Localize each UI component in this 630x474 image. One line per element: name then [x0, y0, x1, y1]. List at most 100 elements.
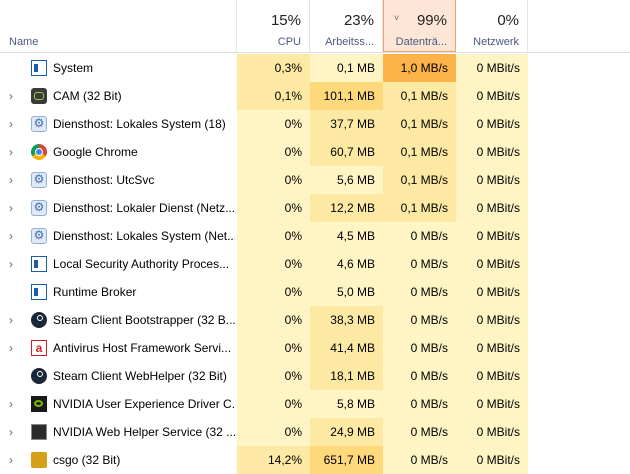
process-row[interactable]: › Google Chrome 0% 60,7 MB 0,1 MB/s 0 MBit/s [0, 138, 630, 166]
column-header-memory[interactable]: 23% Arbeitss... [310, 0, 383, 52]
process-row[interactable]: › NVIDIA User Experience Driver C... 0% 5,8… [0, 390, 630, 418]
network-cell: 0 MBit/s [456, 446, 528, 474]
process-name: Steam Client WebHelper (32 Bit) [53, 369, 227, 383]
system-icon [31, 60, 47, 76]
process-name: Steam Client Bootstrapper (32 B... [53, 313, 235, 327]
memory-cell: 4,6 MB [310, 250, 383, 278]
process-name-cell[interactable]: › ⚙ Diensthost: Lokales System (18) [0, 110, 237, 138]
process-name-cell[interactable]: › Google Chrome [0, 138, 237, 166]
system-icon [31, 256, 47, 272]
cpu-cell: 0% [237, 250, 310, 278]
process-row[interactable]: › Steam Client Bootstrapper (32 B... 0% 38,… [0, 306, 630, 334]
steam-icon [31, 368, 47, 384]
process-name-cell[interactable]: › NVIDIA Web Helper Service (32 ... [0, 418, 237, 446]
process-row[interactable]: › NVIDIA Web Helper Service (32 ... 0% 24,9… [0, 418, 630, 446]
cpu-cell: 0% [237, 334, 310, 362]
process-name: NVIDIA Web Helper Service (32 ... [53, 425, 235, 439]
process-name: Diensthost: UtcSvc [53, 173, 155, 187]
network-cell: 0 MBit/s [456, 418, 528, 446]
process-name-cell[interactable]: › ⚙ Diensthost: UtcSvc [0, 166, 237, 194]
network-cell: 0 MBit/s [456, 362, 528, 390]
process-name-cell[interactable]: › csgo (32 Bit) [0, 446, 237, 474]
expand-chevron-icon[interactable]: › [9, 229, 13, 243]
process-row[interactable]: System 0,3% 0,1 MB 1,0 MB/s 0 MBit/s [0, 54, 630, 82]
sort-descending-icon: ˅ [394, 13, 400, 23]
expand-chevron-icon[interactable]: › [9, 313, 13, 327]
column-header-cpu[interactable]: 15% CPU [237, 0, 310, 52]
column-header-name[interactable]: Name [0, 0, 237, 52]
network-total-percent: 0% [497, 12, 519, 29]
process-name-cell[interactable]: › ⚙ Diensthost: Lokales System (Net... [0, 222, 237, 250]
column-header-network[interactable]: 0% Netzwerk [456, 0, 528, 52]
cpu-cell: 0% [237, 418, 310, 446]
memory-cell: 37,7 MB [310, 110, 383, 138]
process-name: Diensthost: Lokales System (18) [53, 117, 226, 131]
network-cell: 0 MBit/s [456, 278, 528, 306]
process-name: csgo (32 Bit) [53, 453, 121, 467]
process-row[interactable]: › ⚙ Diensthost: UtcSvc 0% 5,6 MB 0,1 MB/s 0 MB… [0, 166, 630, 194]
process-row[interactable]: › csgo (32 Bit) 14,2% 651,7 MB 0 MB/s 0 MBit/… [0, 446, 630, 474]
process-name-cell[interactable]: System [0, 54, 237, 82]
network-cell: 0 MBit/s [456, 250, 528, 278]
expand-chevron-icon[interactable]: › [9, 145, 13, 159]
expand-chevron-icon[interactable]: › [9, 453, 13, 467]
process-name: Antivirus Host Framework Servi... [53, 341, 232, 355]
process-row[interactable]: › a Antivirus Host Framework Servi... 0% 41,… [0, 334, 630, 362]
process-row[interactable]: Runtime Broker 0% 5,0 MB 0 MB/s 0 MBit/s [0, 278, 630, 306]
network-cell: 0 MBit/s [456, 82, 528, 110]
memory-cell: 60,7 MB [310, 138, 383, 166]
network-cell: 0 MBit/s [456, 334, 528, 362]
memory-cell: 18,1 MB [310, 362, 383, 390]
network-cell: 0 MBit/s [456, 306, 528, 334]
network-cell: 0 MBit/s [456, 166, 528, 194]
cam-icon [31, 88, 47, 104]
process-row[interactable]: › ⚙ Diensthost: Lokaler Dienst (Netz... 0% 1… [0, 194, 630, 222]
memory-cell: 12,2 MB [310, 194, 383, 222]
expand-chevron-icon[interactable]: › [9, 89, 13, 103]
memory-cell: 5,0 MB [310, 278, 383, 306]
memory-total-percent: 23% [343, 12, 374, 29]
gear-icon: ⚙ [31, 228, 47, 244]
expand-chevron-icon[interactable]: › [9, 117, 13, 131]
process-row[interactable]: › CAM (32 Bit) 0,1% 101,1 MB 0,1 MB/s 0 MBit/… [0, 82, 630, 110]
process-name: System [53, 61, 94, 75]
cpu-cell: 14,2% [237, 446, 310, 474]
process-name-cell[interactable]: › CAM (32 Bit) [0, 82, 237, 110]
disk-cell: 0,1 MB/s [383, 166, 456, 194]
expand-chevron-icon[interactable]: › [9, 341, 13, 355]
disk-cell: 0 MB/s [383, 306, 456, 334]
process-row[interactable]: › ⚙ Diensthost: Lokales System (Net... 0% 4,… [0, 222, 630, 250]
process-name-cell[interactable]: Runtime Broker [0, 278, 237, 306]
disk-cell: 0 MB/s [383, 418, 456, 446]
process-name-cell[interactable]: Steam Client WebHelper (32 Bit) [0, 362, 237, 390]
process-name-cell[interactable]: › a Antivirus Host Framework Servi... [0, 334, 237, 362]
cpu-cell: 0% [237, 138, 310, 166]
process-row[interactable]: Steam Client WebHelper (32 Bit) 0% 18,1 MB… [0, 362, 630, 390]
column-header-disk[interactable]: ˅ 99% Datenträ... [383, 0, 456, 52]
cpu-cell: 0% [237, 110, 310, 138]
cpu-cell: 0% [237, 278, 310, 306]
process-row[interactable]: › Local Security Authority Proces... 0% 4,6… [0, 250, 630, 278]
process-row[interactable]: › ⚙ Diensthost: Lokales System (18) 0% 37,7 … [0, 110, 630, 138]
expand-chevron-icon[interactable]: › [9, 173, 13, 187]
column-label-disk: Datenträ... [395, 36, 447, 48]
process-name-cell[interactable]: › NVIDIA User Experience Driver C... [0, 390, 237, 418]
process-name: Diensthost: Lokales System (Net... [53, 229, 235, 243]
expand-chevron-icon[interactable]: › [9, 257, 13, 271]
disk-cell: 0,1 MB/s [383, 110, 456, 138]
cpu-cell: 0% [237, 306, 310, 334]
disk-cell: 0,1 MB/s [383, 82, 456, 110]
process-name-cell[interactable]: › Local Security Authority Proces... [0, 250, 237, 278]
expand-chevron-icon[interactable]: › [9, 397, 13, 411]
disk-cell: 0 MB/s [383, 278, 456, 306]
memory-cell: 5,6 MB [310, 166, 383, 194]
memory-cell: 4,5 MB [310, 222, 383, 250]
process-name-cell[interactable]: › ⚙ Diensthost: Lokaler Dienst (Netz... [0, 194, 237, 222]
cpu-cell: 0% [237, 362, 310, 390]
process-name: CAM (32 Bit) [53, 89, 122, 103]
expand-chevron-icon[interactable]: › [9, 201, 13, 215]
network-cell: 0 MBit/s [456, 222, 528, 250]
expand-chevron-icon[interactable]: › [9, 425, 13, 439]
process-name-cell[interactable]: › Steam Client Bootstrapper (32 B... [0, 306, 237, 334]
disk-cell: 1,0 MB/s [383, 54, 456, 82]
